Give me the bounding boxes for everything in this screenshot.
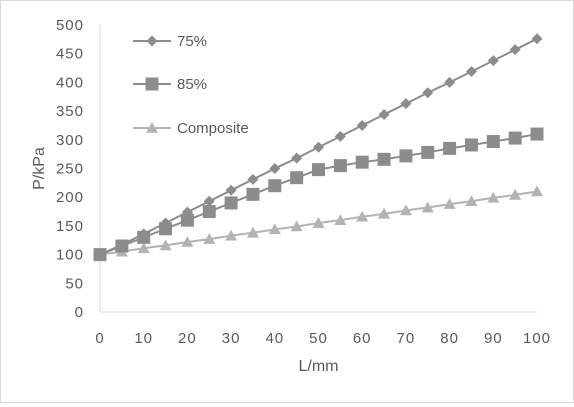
data-point [290, 220, 303, 232]
legend-label: Composite [177, 120, 249, 137]
data-point [378, 207, 391, 219]
data-point [269, 163, 281, 174]
data-point [268, 223, 281, 235]
data-point [160, 217, 172, 229]
data-point [421, 201, 434, 213]
data-point [247, 173, 259, 185]
data-point [356, 119, 368, 131]
data-point [509, 44, 521, 56]
data-point [334, 130, 346, 142]
y-tick-label: 150 [56, 218, 84, 235]
data-point [531, 33, 543, 45]
x-tick-label: 20 [178, 330, 197, 347]
series-layer [93, 33, 544, 262]
x-tick-label: 10 [134, 330, 153, 347]
data-point [312, 217, 325, 228]
data-point [203, 195, 215, 207]
x-tick-label: 100 [523, 330, 551, 347]
data-point [487, 55, 499, 67]
data-point [530, 127, 544, 141]
legend-entry: 75% [133, 33, 207, 50]
x-tick-label: 90 [484, 330, 503, 347]
x-tick-label: 80 [440, 330, 459, 347]
legend-entry: Composite [133, 120, 249, 137]
legend-marker [146, 35, 158, 47]
x-tick-label: 30 [222, 330, 241, 347]
axes [99, 25, 537, 313]
data-point [508, 131, 522, 145]
legend-label: 85% [177, 76, 207, 93]
y-tick-label: 50 [65, 275, 84, 292]
data-point [225, 184, 237, 196]
data-point [531, 185, 543, 197]
data-point [94, 249, 106, 261]
data-point [509, 188, 522, 200]
data-point [400, 98, 412, 110]
data-point [355, 155, 369, 169]
y-axis-title: P/kPa [31, 147, 48, 190]
data-point [443, 198, 456, 209]
x-axis-title: L/mm [299, 358, 339, 375]
data-point [224, 196, 238, 210]
data-point [181, 235, 194, 247]
x-tick-label: 40 [265, 330, 284, 347]
data-point [399, 204, 412, 216]
data-point [444, 76, 456, 88]
y-tick-label: 300 [56, 132, 84, 149]
y-tick-labels: 0 50 100 150 200 250 300 350 400 450 500 [56, 17, 84, 321]
data-point [465, 195, 478, 207]
data-point [465, 65, 477, 77]
y-tick-label: 450 [56, 46, 84, 63]
data-point [290, 171, 304, 185]
data-point [399, 149, 413, 163]
series-3 [94, 185, 543, 260]
y-tick-label: 0 [75, 304, 84, 321]
y-tick-label: 250 [56, 161, 84, 178]
y-tick-label: 500 [56, 17, 84, 34]
data-point [137, 242, 150, 254]
y-tick-label: 200 [56, 189, 84, 206]
y-tick-label: 100 [56, 247, 84, 264]
data-point [378, 109, 390, 121]
legend-marker [146, 122, 158, 133]
legend: 75% 85% Composite [133, 33, 249, 137]
data-point [246, 187, 260, 201]
data-point [180, 213, 194, 227]
x-tick-label: 0 [95, 330, 104, 347]
x-tick-labels: 0 10 20 30 40 50 60 70 80 90 100 [95, 330, 551, 347]
data-point [312, 163, 325, 177]
data-point [116, 239, 128, 251]
legend-entry: 85% [133, 76, 207, 93]
data-point [356, 210, 369, 222]
y-tick-label: 400 [56, 74, 84, 91]
data-point [422, 87, 434, 99]
data-point [291, 152, 303, 164]
legend-label: 75% [177, 33, 207, 50]
data-point [377, 152, 391, 166]
y-tick-label: 350 [56, 103, 84, 120]
data-point [334, 214, 347, 225]
data-point [225, 229, 238, 241]
data-point [181, 206, 193, 218]
data-point [464, 138, 478, 152]
x-tick-label: 60 [353, 330, 372, 347]
data-point [268, 179, 282, 193]
data-point [333, 159, 347, 173]
data-point [159, 239, 172, 251]
legend-marker [145, 77, 159, 91]
data-point [487, 191, 500, 203]
data-point [203, 233, 216, 244]
x-tick-label: 50 [309, 330, 328, 347]
data-point [246, 226, 259, 238]
data-point [138, 228, 150, 240]
x-tick-label: 70 [397, 330, 416, 347]
data-point [421, 145, 435, 159]
series-1 [94, 33, 543, 261]
data-point [443, 141, 457, 155]
data-point [313, 141, 324, 153]
data-point [486, 135, 500, 149]
data-point [202, 205, 216, 219]
